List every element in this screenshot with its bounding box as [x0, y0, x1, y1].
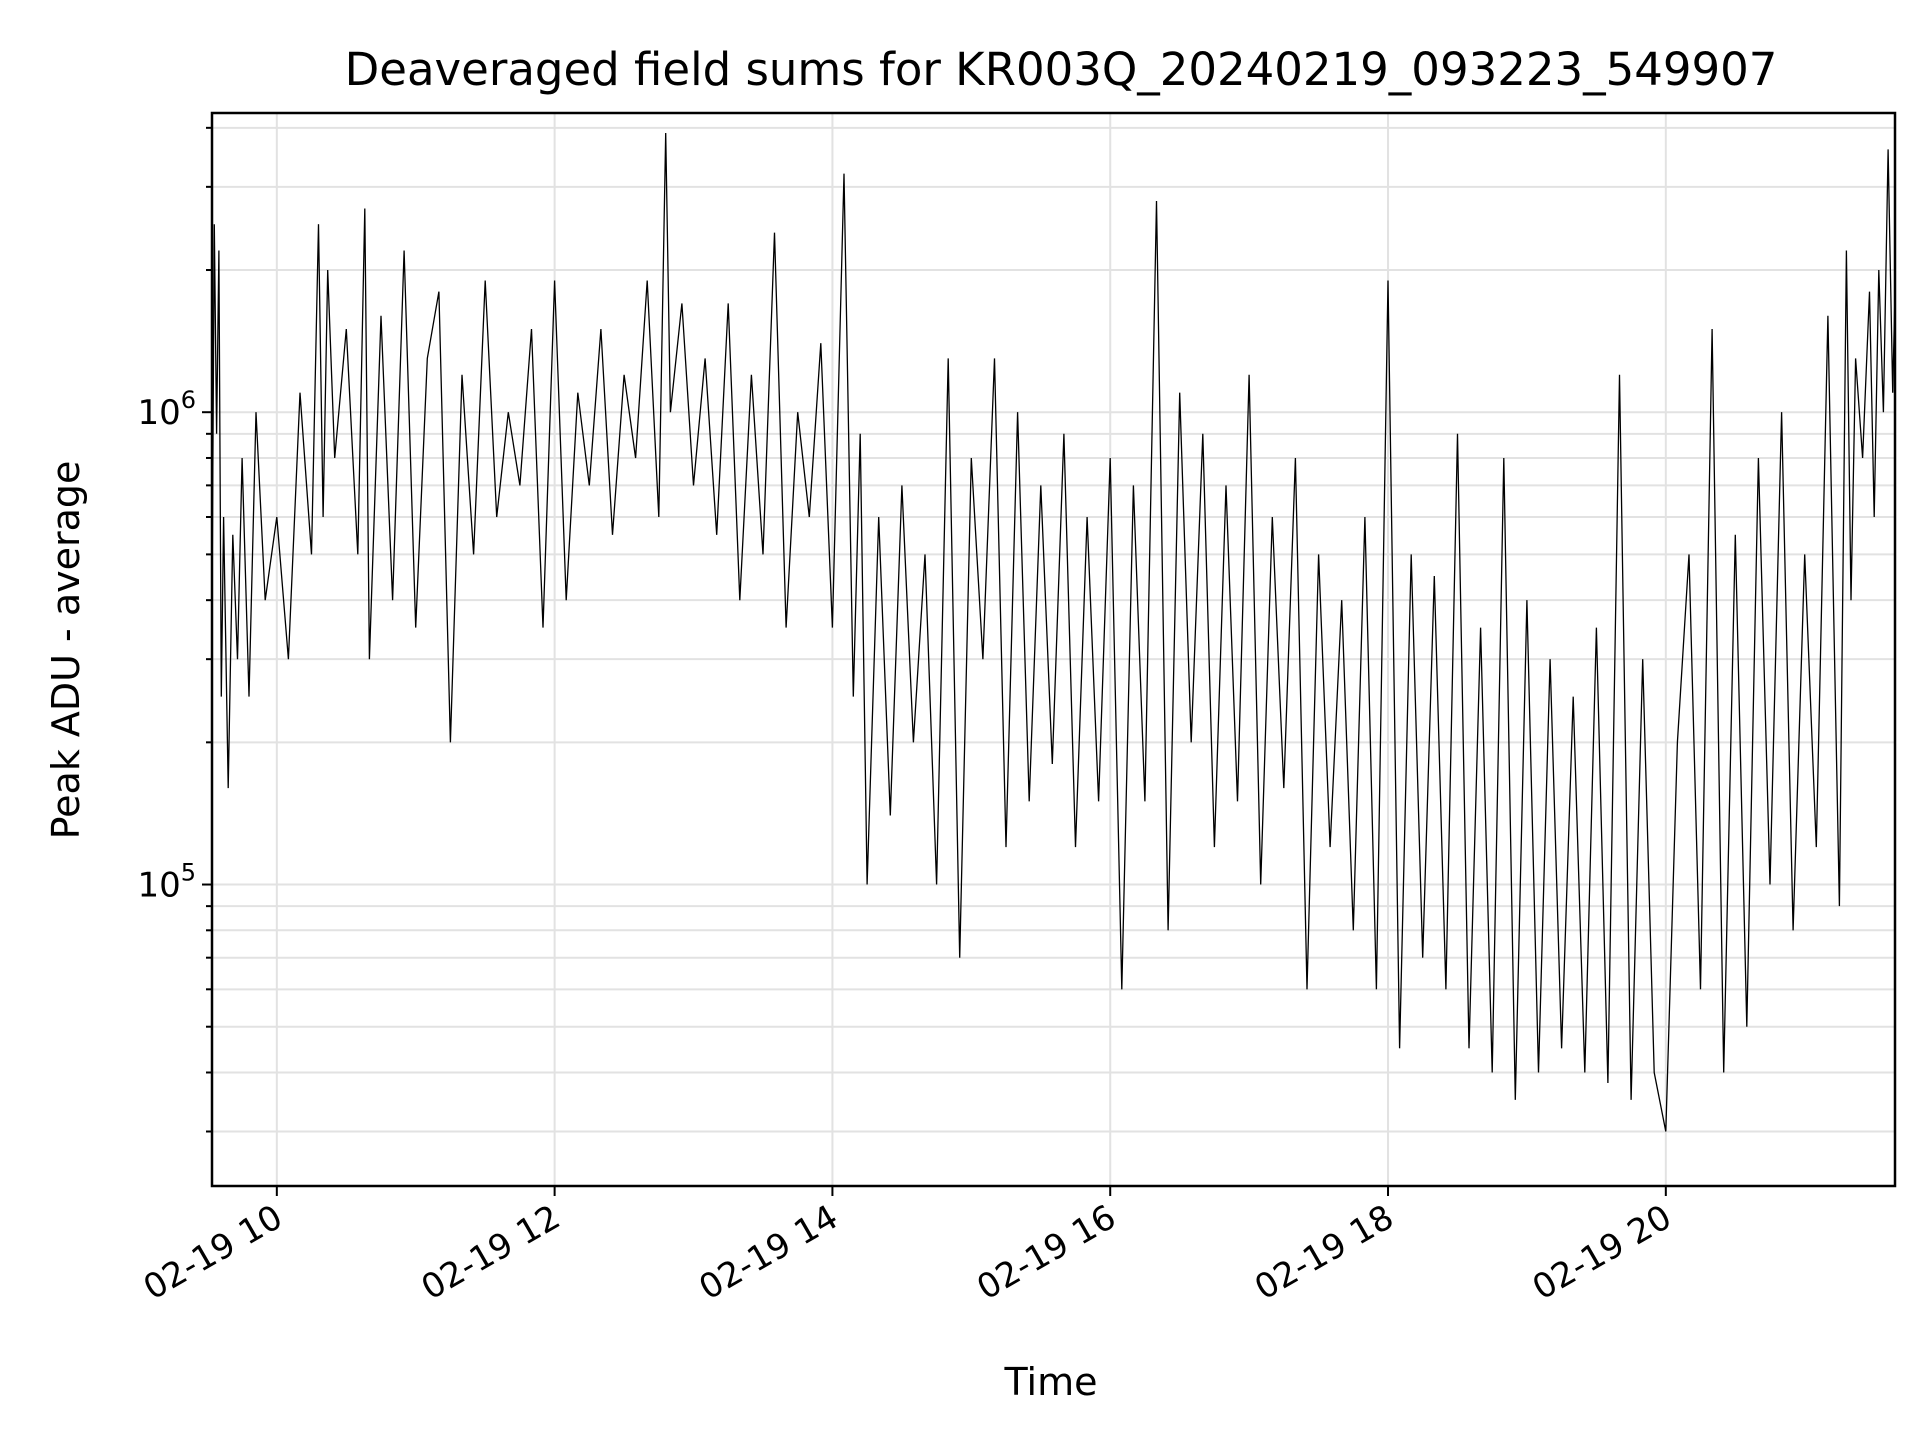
x-axis-label: Time [1004, 1360, 1098, 1404]
grid-lines [212, 113, 1895, 1186]
y-axis-label: Peak ADU - average [44, 461, 88, 840]
series-line [211, 132, 1896, 1132]
chart-title: Deaveraged field sums for KR003Q_2024021… [345, 43, 1778, 96]
y-tick-label: 105 [137, 859, 196, 906]
y-tick-label: 106 [137, 386, 196, 433]
plot-area-frame [210, 111, 1897, 1188]
